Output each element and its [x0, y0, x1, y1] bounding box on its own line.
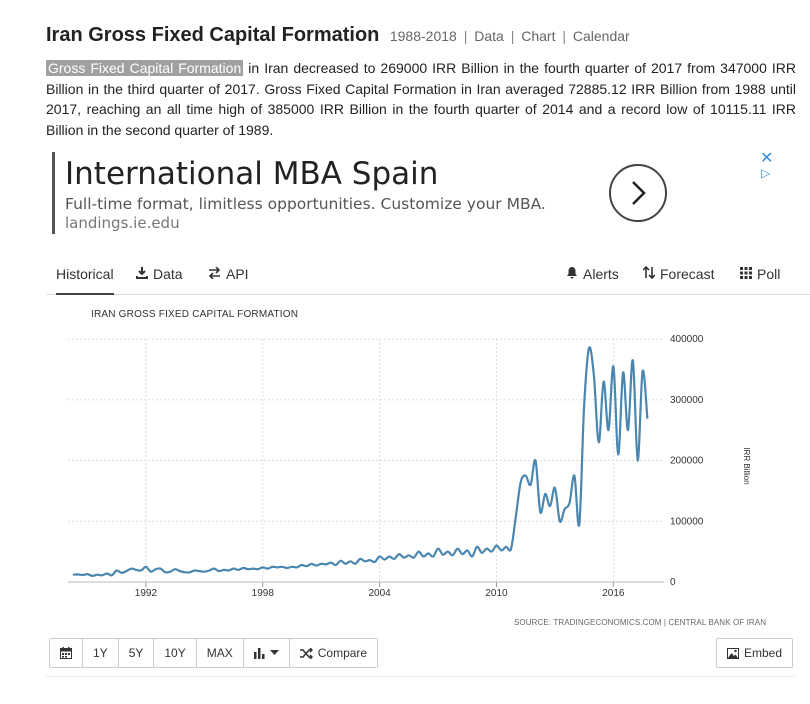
- ad-arrow-button[interactable]: [609, 164, 667, 222]
- description-highlight[interactable]: Gross Fixed Capital Formation: [46, 60, 244, 76]
- tab-forecast[interactable]: Forecast: [643, 266, 714, 282]
- bell-icon: [567, 267, 577, 279]
- sort-arrows-icon: [643, 266, 655, 279]
- embed-label: Embed: [744, 646, 783, 660]
- range-5y-button[interactable]: 5Y: [118, 639, 155, 667]
- tab-forecast-label: Forecast: [660, 266, 715, 282]
- page-title: Iran Gross Fixed Capital Formation: [46, 24, 380, 46]
- header: Iran Gross Fixed Capital Formation 1988-…: [46, 24, 630, 47]
- caret-down-icon: [269, 650, 279, 655]
- range-max-button[interactable]: MAX: [196, 639, 244, 667]
- ad-banner[interactable]: International MBA Spain Full-time format…: [52, 148, 773, 234]
- chart-type-button[interactable]: [243, 639, 290, 667]
- years-range: 1988-2018: [389, 28, 457, 44]
- ad-choices-icon[interactable]: ▷: [761, 166, 771, 180]
- download-icon: [136, 267, 148, 279]
- description: Gross Fixed Capital Formation in Iran de…: [46, 58, 796, 140]
- tab-poll[interactable]: Poll: [740, 266, 780, 282]
- ad-url[interactable]: landings.ie.edu: [65, 214, 180, 232]
- tab-alerts[interactable]: Alerts: [566, 266, 619, 282]
- chart-source[interactable]: SOURCE: TRADINGECONOMICS.COM | CENTRAL B…: [514, 618, 767, 627]
- bar-chart-icon: [253, 647, 265, 659]
- y-axis-label: IRR Billion: [742, 447, 751, 484]
- range-1y-button[interactable]: 1Y: [83, 639, 119, 667]
- calendar-icon: [60, 647, 72, 659]
- tab-historical[interactable]: Historical: [56, 266, 114, 295]
- y-tick-label: 0: [670, 577, 676, 588]
- tab-data[interactable]: Data: [136, 266, 183, 282]
- grid-icon: [740, 267, 752, 279]
- ad-title[interactable]: International MBA Spain: [65, 156, 439, 192]
- description-text: in Iran decreased to 269000 IRR Billion …: [46, 60, 797, 138]
- x-tick-label: 2010: [485, 588, 508, 599]
- y-tick-label: 200000: [670, 456, 704, 467]
- subnav-chart-link[interactable]: Chart: [521, 28, 556, 44]
- chart-title: IRAN GROSS FIXED CAPITAL FORMATION: [91, 309, 299, 320]
- x-tick-label: 2004: [369, 588, 392, 599]
- y-tick-label: 100000: [670, 516, 704, 527]
- tab-poll-label: Poll: [757, 266, 781, 282]
- calendar-button[interactable]: [50, 639, 83, 667]
- divider: [46, 676, 796, 677]
- image-icon: [727, 647, 739, 659]
- subnav-data-link[interactable]: Data: [474, 28, 504, 44]
- tab-alerts-label: Alerts: [583, 266, 619, 282]
- x-tick-label: 2016: [602, 588, 625, 599]
- exchange-icon: [208, 267, 221, 279]
- compare-button[interactable]: Compare: [289, 639, 378, 667]
- tab-historical-label: Historical: [56, 266, 114, 282]
- x-tick-label: 1998: [252, 588, 275, 599]
- ad-text: Full-time format, limitless opportunitie…: [65, 195, 546, 213]
- chart-tabs: Historical Data API Alerts Forecast Poll: [46, 258, 810, 295]
- y-tick-label: 300000: [670, 395, 704, 406]
- tab-api-label: API: [226, 266, 249, 282]
- close-icon[interactable]: ✕: [760, 148, 774, 167]
- shuffle-icon: [299, 647, 313, 659]
- x-tick-label: 1992: [135, 588, 158, 599]
- embed-button[interactable]: Embed: [716, 638, 794, 668]
- range-10y-button[interactable]: 10Y: [154, 639, 197, 667]
- compare-label: Compare: [317, 646, 368, 660]
- series-line: [72, 346, 649, 577]
- subnav-calendar-link[interactable]: Calendar: [572, 28, 630, 44]
- tab-data-label: Data: [153, 266, 183, 282]
- subnav: 1988-2018 | Data | Chart | Calendar: [389, 28, 630, 44]
- y-tick-label: 400000: [670, 334, 704, 345]
- tab-api[interactable]: API: [208, 266, 249, 282]
- chevron-right-icon: [632, 181, 646, 205]
- chart-toolbar: 1Y 5Y 10Y MAX Compare: [49, 638, 379, 668]
